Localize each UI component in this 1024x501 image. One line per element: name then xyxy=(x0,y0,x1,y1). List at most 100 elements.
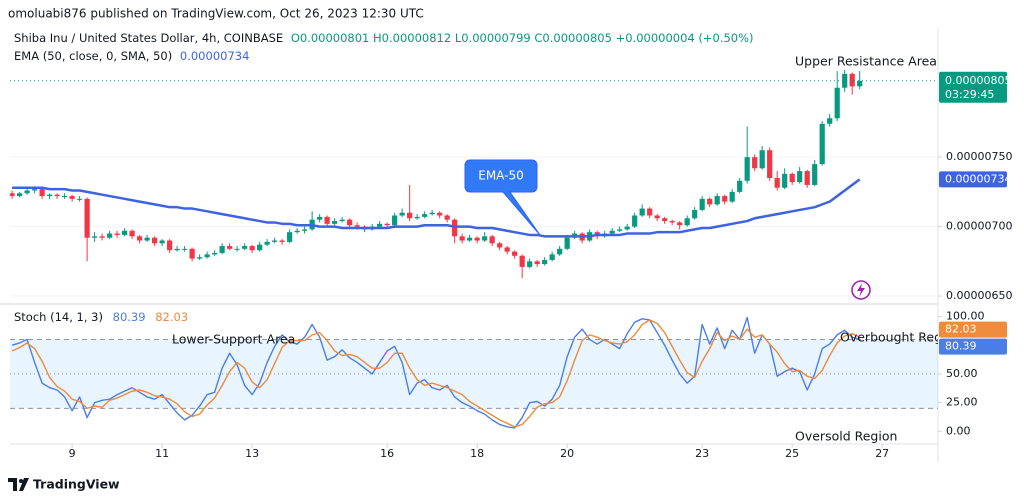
candle-body xyxy=(774,178,780,188)
callout-box xyxy=(464,159,541,236)
candle-body xyxy=(189,248,195,259)
candle-body xyxy=(437,212,443,216)
candle-body xyxy=(782,173,788,188)
candle-body xyxy=(647,208,653,216)
candle-body xyxy=(234,248,240,250)
stoch-k-value: 80.39 xyxy=(113,310,146,324)
candle-body xyxy=(39,189,45,197)
candle-body xyxy=(414,216,420,219)
x-tick-label: 11 xyxy=(155,447,169,460)
x-tick-label: 20 xyxy=(560,447,574,460)
series-line xyxy=(11,316,860,429)
callout-text: EMA-50 xyxy=(478,169,523,183)
candle-body xyxy=(167,240,173,251)
candle-body xyxy=(542,259,548,265)
candle-body xyxy=(399,212,405,216)
y-tick-label: 0.00000650 xyxy=(946,289,1012,302)
candle-body xyxy=(729,191,735,202)
candle-body xyxy=(632,215,638,227)
candle-body xyxy=(609,230,615,234)
candle-body xyxy=(69,196,75,199)
candle-body xyxy=(204,254,210,258)
candle-body xyxy=(842,73,848,88)
candle-body xyxy=(407,212,413,219)
candle-body xyxy=(527,261,533,267)
logo-dot xyxy=(19,479,23,483)
x-tick-label: 16 xyxy=(380,447,394,460)
footer-brand: TradingView xyxy=(33,477,120,492)
candle-body xyxy=(272,240,278,242)
candle-body xyxy=(722,196,728,202)
candle-body xyxy=(249,246,255,251)
candle-body xyxy=(182,248,188,250)
candle-body xyxy=(377,223,383,227)
candle-body xyxy=(467,237,473,241)
candle-body xyxy=(489,236,495,244)
x-tick-label: 23 xyxy=(695,447,709,460)
candle-body xyxy=(137,236,143,241)
series-last-label-box xyxy=(939,338,1007,355)
candle-body xyxy=(122,230,128,235)
candle-body xyxy=(152,237,158,244)
candle-body xyxy=(744,157,750,181)
candle-body xyxy=(804,171,810,185)
x-tick-label: 18 xyxy=(470,447,484,460)
candle-body xyxy=(107,233,113,238)
candle-body xyxy=(114,233,120,235)
candle-body xyxy=(317,216,323,220)
y-tick-label: 0.00000700 xyxy=(946,220,1012,233)
main-legend: Shiba Inu / United States Dollar, 4h, CO… xyxy=(14,31,754,45)
candle-body xyxy=(737,180,743,192)
candle-body xyxy=(287,232,293,242)
y-tick-label: 0.00000750 xyxy=(946,150,1012,163)
candle-body xyxy=(347,219,353,226)
plot-area: Lower-Support Area Overbought Region Overs… xyxy=(10,69,938,444)
candle-body xyxy=(819,123,825,165)
annotation: Upper Resistance Area xyxy=(795,54,937,69)
candle-body xyxy=(684,218,690,226)
candle-body xyxy=(384,223,390,226)
candle-body xyxy=(654,215,660,219)
candle-body xyxy=(459,236,465,241)
publisher-header: omoluabi876 published on TradingView.com… xyxy=(8,7,424,21)
stoch-legend: Stoch (14, 1, 3) 80.39 82.03 xyxy=(14,310,188,324)
y-tick-label: 25.00 xyxy=(946,396,978,409)
series-last-label: 80.39 xyxy=(945,340,977,353)
candle-body xyxy=(699,198,705,210)
candle-body xyxy=(707,198,713,205)
replay-icon[interactable] xyxy=(851,280,871,300)
series-line xyxy=(12,178,861,238)
ohlc-legend: O0.00000801 H0.00000812 L0.00000799 C0.0… xyxy=(291,31,754,45)
candle-body xyxy=(174,248,180,251)
icon-bolt xyxy=(857,283,865,297)
candle-body xyxy=(444,215,450,220)
candle-body xyxy=(392,215,398,226)
candle-body xyxy=(482,236,488,241)
candle-body xyxy=(512,251,518,256)
series-last-label-box xyxy=(939,321,1007,338)
candle-body xyxy=(549,254,555,260)
stoch-d-value: 82.03 xyxy=(155,310,188,324)
candle-body xyxy=(54,194,60,197)
candle-body xyxy=(564,237,570,249)
candle-body xyxy=(10,193,15,197)
candle-body xyxy=(99,236,105,238)
candle-body xyxy=(264,241,270,245)
candle-body xyxy=(692,209,698,219)
annotation: Oversold Region xyxy=(795,429,897,444)
candle-body xyxy=(639,208,645,216)
candle-body xyxy=(84,198,90,238)
last-price-box xyxy=(939,71,1007,103)
candle-body xyxy=(324,216,330,224)
candle-body xyxy=(812,164,818,185)
logo-slash xyxy=(19,478,29,491)
candle-body xyxy=(257,244,263,251)
candle-body xyxy=(452,219,458,237)
candle-body xyxy=(32,189,38,191)
stoch-legend-name: Stoch (14, 1, 3) xyxy=(14,310,103,324)
icon-ring xyxy=(851,280,871,300)
candle-body xyxy=(669,221,675,223)
candle-body xyxy=(857,80,863,87)
candle-body xyxy=(24,190,30,194)
